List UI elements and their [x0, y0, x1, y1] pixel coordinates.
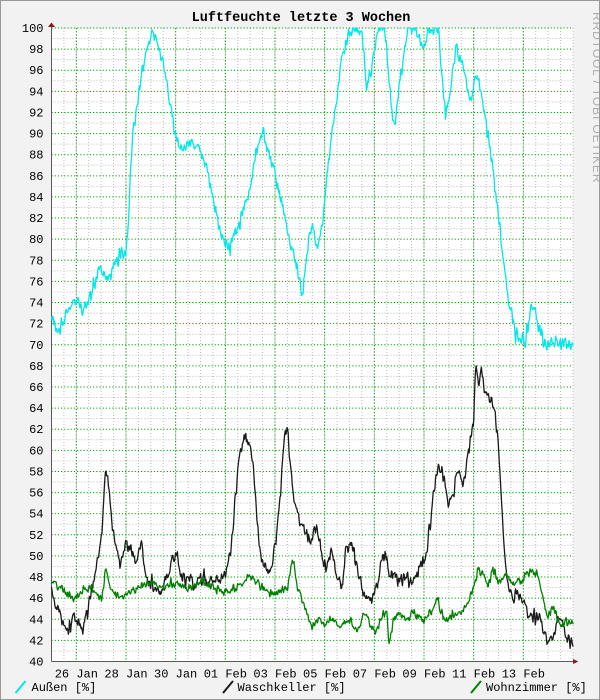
svg-text:72: 72 [29, 318, 43, 332]
svg-text:54: 54 [29, 508, 43, 522]
svg-text:11 Feb: 11 Feb [452, 668, 495, 682]
svg-text:62: 62 [29, 423, 43, 437]
svg-text:90: 90 [29, 128, 43, 142]
svg-text:64: 64 [29, 402, 43, 416]
svg-text:66: 66 [29, 381, 43, 395]
svg-text:50: 50 [29, 550, 43, 564]
svg-text:74: 74 [29, 297, 43, 311]
svg-text:94: 94 [29, 85, 43, 99]
svg-text:92: 92 [29, 106, 43, 120]
svg-text:13 Feb: 13 Feb [502, 668, 545, 682]
svg-text:100: 100 [22, 22, 44, 36]
svg-text:68: 68 [29, 360, 43, 374]
svg-text:86: 86 [29, 170, 43, 184]
svg-text:26 Jan: 26 Jan [55, 668, 98, 682]
svg-text:78: 78 [29, 254, 43, 268]
svg-text:58: 58 [29, 465, 43, 479]
svg-text:RRDTOOL / TOBI OETIKER: RRDTOOL / TOBI OETIKER [590, 12, 600, 183]
svg-text:70: 70 [29, 339, 43, 353]
svg-text:Luftfeuchte letzte 3 Wochen: Luftfeuchte letzte 3 Wochen [192, 11, 411, 26]
svg-text:42: 42 [29, 634, 43, 648]
svg-text:52: 52 [29, 529, 43, 543]
svg-text:30 Jan: 30 Jan [154, 668, 197, 682]
svg-text:40: 40 [29, 656, 43, 670]
svg-text:82: 82 [29, 212, 43, 226]
svg-text:09 Feb: 09 Feb [402, 668, 445, 682]
svg-text:07 Feb: 07 Feb [353, 668, 396, 682]
svg-text:76: 76 [29, 275, 43, 289]
svg-text:Wohnzimmer [%]: Wohnzimmer [%] [486, 681, 587, 695]
svg-text:48: 48 [29, 571, 43, 585]
svg-text:84: 84 [29, 191, 43, 205]
svg-text:88: 88 [29, 149, 43, 163]
svg-text:44: 44 [29, 613, 43, 627]
svg-text:46: 46 [29, 592, 43, 606]
svg-text:60: 60 [29, 444, 43, 458]
svg-text:Außen [%]: Außen [%] [32, 681, 97, 695]
svg-text:96: 96 [29, 64, 43, 78]
svg-text:Waschkeller [%]: Waschkeller [%] [238, 681, 346, 695]
svg-text:28 Jan: 28 Jan [104, 668, 147, 682]
svg-text:98: 98 [29, 43, 43, 57]
svg-text:03 Feb: 03 Feb [253, 668, 296, 682]
svg-text:80: 80 [29, 233, 43, 247]
svg-text:01 Feb: 01 Feb [204, 668, 247, 682]
svg-text:05 Feb: 05 Feb [303, 668, 346, 682]
svg-text:56: 56 [29, 487, 43, 501]
